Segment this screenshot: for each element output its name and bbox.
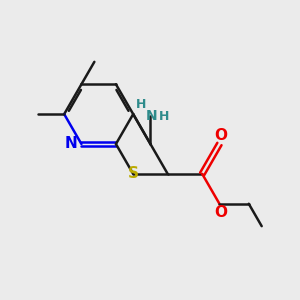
Text: S: S — [128, 167, 139, 182]
Text: N: N — [65, 136, 78, 152]
Text: O: O — [214, 205, 227, 220]
Text: H: H — [136, 98, 147, 111]
Text: H: H — [159, 110, 169, 123]
Text: O: O — [214, 128, 227, 142]
Text: N: N — [146, 110, 158, 123]
